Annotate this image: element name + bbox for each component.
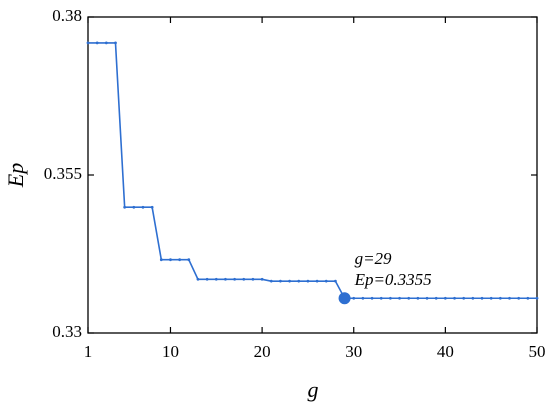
data-point <box>453 296 456 300</box>
data-point <box>178 258 182 262</box>
data-point <box>251 277 255 281</box>
data-point <box>425 296 429 300</box>
y-axis-label: Ep <box>3 163 28 188</box>
data-point <box>489 296 493 300</box>
data-point <box>416 296 420 300</box>
data-point <box>517 296 521 300</box>
data-point <box>434 296 438 300</box>
data-point <box>388 296 392 300</box>
x-tick-label: 1 <box>84 342 93 361</box>
data-point <box>370 296 374 300</box>
x-tick-label: 50 <box>529 342 546 361</box>
data-point <box>508 296 511 300</box>
data-point <box>324 279 328 283</box>
annotation: g=29 <box>355 249 392 268</box>
data-point <box>279 279 282 283</box>
data-point <box>407 296 411 300</box>
data-point <box>114 41 117 45</box>
y-tick-label: 0.355 <box>44 164 82 183</box>
annotation: Ep=0.3355 <box>354 270 432 289</box>
data-point <box>315 279 319 283</box>
x-tick-label: 10 <box>162 342 179 361</box>
y-tick-label: 0.33 <box>52 322 82 341</box>
data-point <box>260 277 264 281</box>
data-point <box>205 277 209 281</box>
data-point <box>361 296 365 300</box>
data-point <box>233 277 237 281</box>
highlight-point <box>338 292 351 305</box>
data-point <box>104 41 108 45</box>
data-point <box>535 296 539 300</box>
x-tick-label: 30 <box>345 342 362 361</box>
data-point <box>352 296 356 300</box>
data-point <box>150 205 154 209</box>
x-tick-label: 20 <box>254 342 271 361</box>
data-point <box>480 296 484 300</box>
data-point <box>297 279 301 283</box>
data-point <box>141 205 145 209</box>
data-point <box>471 296 475 300</box>
x-axis-label: g <box>308 377 319 402</box>
y-tick-label: 0.38 <box>52 6 82 25</box>
data-point <box>95 41 99 45</box>
data-point <box>169 258 172 262</box>
data-point <box>398 296 401 300</box>
data-point <box>86 41 90 45</box>
data-point <box>443 296 447 300</box>
data-point <box>242 277 246 281</box>
data-point <box>132 205 136 209</box>
data-point <box>196 277 200 281</box>
data-point <box>159 258 163 262</box>
data-point <box>498 296 502 300</box>
data-point <box>334 279 337 283</box>
data-point <box>187 258 191 262</box>
data-point <box>269 279 273 283</box>
x-tick-label: 40 <box>437 342 454 361</box>
data-line <box>88 42 537 300</box>
data-point <box>123 205 127 209</box>
data-point <box>288 279 291 283</box>
data-point <box>306 279 310 283</box>
data-point <box>462 296 466 300</box>
data-point <box>214 277 218 281</box>
plot-frame <box>87 16 538 334</box>
data-point <box>526 296 530 300</box>
data-point <box>224 277 227 281</box>
data-point <box>379 296 383 300</box>
